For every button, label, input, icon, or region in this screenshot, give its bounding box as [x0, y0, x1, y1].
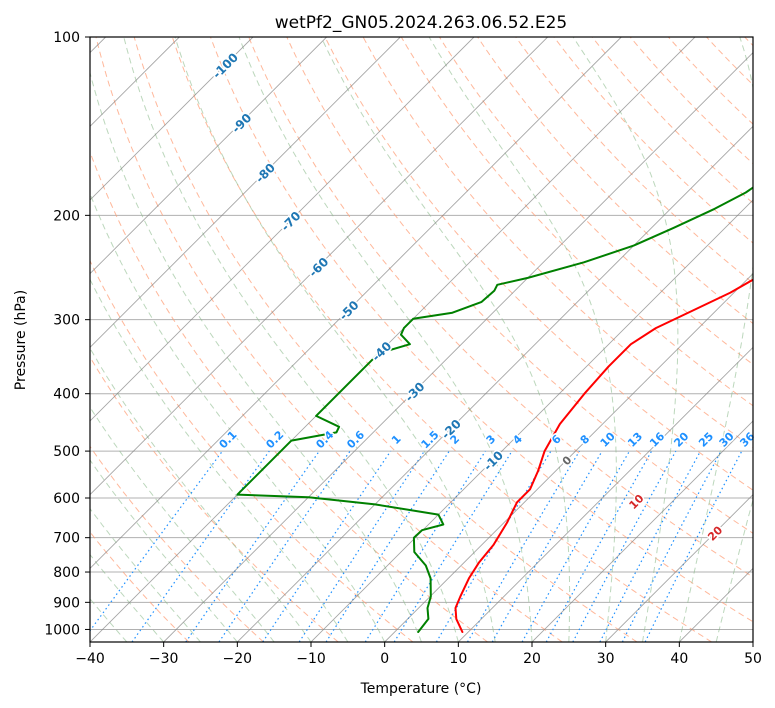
- grid-layer: [90, 37, 753, 642]
- moist-adiabat: [90, 192, 386, 642]
- isotherm-line: [237, 125, 753, 642]
- x-tick-label: 50: [744, 651, 762, 667]
- y-tick-label: 800: [53, 565, 80, 581]
- mixing-ratio-line: [466, 450, 580, 642]
- moist-adiabat: [428, 37, 617, 642]
- x-tick-label: −20: [223, 651, 253, 667]
- y-tick-label: 400: [53, 387, 80, 403]
- y-tick-label: 600: [53, 491, 80, 507]
- moist-adiabat: [90, 278, 349, 642]
- dry-adiabat: [90, 259, 414, 642]
- isotherm-line: [90, 37, 548, 496]
- isotherm-line: [90, 37, 327, 275]
- dry-adiabat: [90, 445, 264, 642]
- moist-adiabat: [174, 37, 496, 642]
- moist-adiabat: [90, 507, 201, 642]
- x-tick-label: 10: [449, 651, 467, 667]
- y-tick-label: 700: [53, 531, 80, 547]
- mixing-ratio-line: [325, 450, 450, 642]
- mixing-ratio-line: [218, 450, 351, 642]
- dewpoint-trace: [236, 186, 753, 633]
- y-tick-label: 900: [53, 595, 80, 611]
- isotherm-line: [90, 37, 254, 201]
- plot-frame: [89, 36, 754, 643]
- mixing-ratio-line: [572, 450, 677, 642]
- moist-adiabat: [90, 553, 165, 642]
- isotherm-line: [90, 37, 696, 642]
- x-tick-label: −40: [75, 651, 105, 667]
- mixing-ratio-line: [262, 450, 392, 642]
- dry-adiabat: [95, 37, 563, 642]
- dry-adiabat: [171, 37, 712, 642]
- isotherm-line: [90, 37, 401, 348]
- series-layer: [236, 186, 753, 633]
- y-axis-label: Pressure (hPa): [13, 290, 29, 390]
- isotherm-line: [90, 37, 475, 422]
- isotherm-line: [310, 199, 753, 642]
- isotherm-line: [605, 494, 753, 642]
- mixing-ratio-line: [364, 450, 486, 642]
- x-tick-label: −10: [296, 651, 326, 667]
- temperature-trace: [454, 278, 753, 633]
- dry-adiabat: [133, 37, 638, 642]
- isotherm-line: [163, 52, 753, 642]
- chart-title: wetPf2_GN05.2024.263.06.52.E25: [275, 13, 567, 33]
- isotherm-line: [458, 346, 753, 642]
- x-tick-label: −30: [149, 651, 179, 667]
- x-tick-label: 0: [380, 651, 389, 667]
- isotherm-line: [384, 273, 753, 642]
- dry-adiabat: [210, 37, 753, 623]
- y-tick-label: 500: [53, 444, 80, 460]
- x-axis-label: Temperature (°C): [360, 681, 482, 697]
- y-tick-label: 300: [53, 313, 80, 329]
- dry-adiabat: [591, 37, 753, 204]
- dry-adiabat: [324, 37, 753, 491]
- y-tick-label: 1000: [44, 622, 80, 638]
- axis-layer: −40 −30 −20 −10 0 10 20 30 40 50 1000 900 800 700 600 5…: [44, 30, 762, 667]
- moist-adiabat: [90, 70, 422, 642]
- dry-adiabat: [629, 37, 753, 165]
- y-tick-label: 100: [53, 30, 80, 46]
- mixing-ratio-line: [185, 450, 320, 642]
- y-tick-label: 200: [53, 208, 80, 224]
- x-tick-label: 30: [597, 651, 615, 667]
- isotherm-line: [90, 37, 622, 569]
- dry-adiabat: [248, 37, 753, 578]
- dry-adiabat: [515, 37, 753, 284]
- moist-adiabat: [123, 37, 459, 642]
- moist-adiabat: [715, 497, 753, 642]
- moist-adiabat: [572, 37, 679, 642]
- isotherm-line: [531, 420, 753, 642]
- moist-adiabat: [90, 459, 238, 642]
- x-tick-label: 20: [523, 651, 541, 667]
- moist-adiabat: [678, 37, 753, 642]
- dry-adiabat: [400, 37, 753, 407]
- x-tick-label: 40: [670, 651, 688, 667]
- moist-adiabat: [90, 598, 128, 642]
- mixing-ratio-line: [298, 450, 425, 642]
- moist-adiabat: [238, 37, 533, 642]
- moist-adiabat: [90, 406, 275, 642]
- dry-adiabat: [477, 37, 753, 325]
- moist-adiabat: [320, 37, 571, 642]
- mixing-ratio-line: [599, 450, 702, 642]
